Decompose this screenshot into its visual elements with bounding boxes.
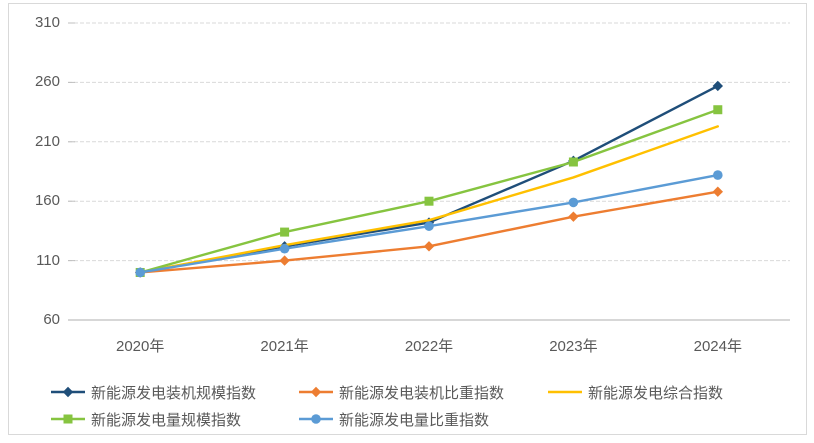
legend-swatch-diamond-icon [299, 386, 333, 398]
diamond-marker [62, 386, 74, 398]
legend-item: 新能源发电装机规模指数 [50, 382, 256, 402]
legend-item: 新能源发电量规模指数 [50, 409, 241, 429]
y-tick-label: 210 [34, 132, 60, 150]
x-tick-label: 2020年 [116, 338, 165, 355]
chart-border-frame [8, 3, 807, 435]
square-marker [63, 414, 73, 424]
legend-label: 新能源发电装机规模指数 [91, 384, 257, 402]
diamond-marker [712, 186, 723, 197]
circle-marker [424, 221, 434, 231]
legend-label: 新能源发电装机比重指数 [339, 384, 505, 402]
diamond-marker [310, 386, 322, 398]
square-marker [713, 105, 723, 115]
series-line [138, 125, 719, 274]
y-tick-label: 60 [43, 311, 60, 328]
circle-marker [135, 267, 145, 278]
square-marker [280, 227, 290, 237]
legend-swatch-diamond-icon [51, 386, 85, 398]
legend-item: 新能源发电综合指数 [547, 382, 723, 402]
y-tick-label: 260 [34, 73, 60, 91]
square-marker [424, 196, 434, 206]
square-marker [568, 157, 578, 167]
legend-swatch-line-icon [548, 390, 582, 394]
legend-item: 新能源发电装机比重指数 [298, 382, 504, 402]
legend-swatch-square-icon [51, 414, 85, 424]
x-tick-label: 2022年 [404, 338, 454, 355]
legend-swatch-circle-icon [299, 414, 333, 424]
series-2 [138, 125, 719, 274]
circle-marker [713, 170, 723, 180]
legend-label: 新能源发电量规模指数 [91, 411, 242, 429]
diamond-marker [423, 241, 435, 252]
y-tick-label: 160 [34, 192, 60, 210]
series-4 [135, 170, 723, 278]
x-tick-label: 2024年 [693, 338, 742, 355]
y-tick-label: 110 [36, 251, 60, 269]
circle-marker [279, 243, 290, 254]
circle-marker [311, 414, 321, 424]
circle-marker [568, 197, 579, 208]
diamond-marker [568, 211, 579, 222]
x-tick-label: 2023年 [549, 338, 598, 355]
diamond-marker [279, 255, 290, 266]
diamond-marker [712, 80, 723, 92]
x-tick-label: 2021年 [260, 338, 309, 355]
legend-label: 新能源发电量比重指数 [339, 411, 490, 429]
y-tick-label: 310 [34, 14, 60, 31]
legend-label: 新能源发电综合指数 [588, 384, 724, 402]
legend-item: 新能源发电量比重指数 [298, 409, 489, 429]
